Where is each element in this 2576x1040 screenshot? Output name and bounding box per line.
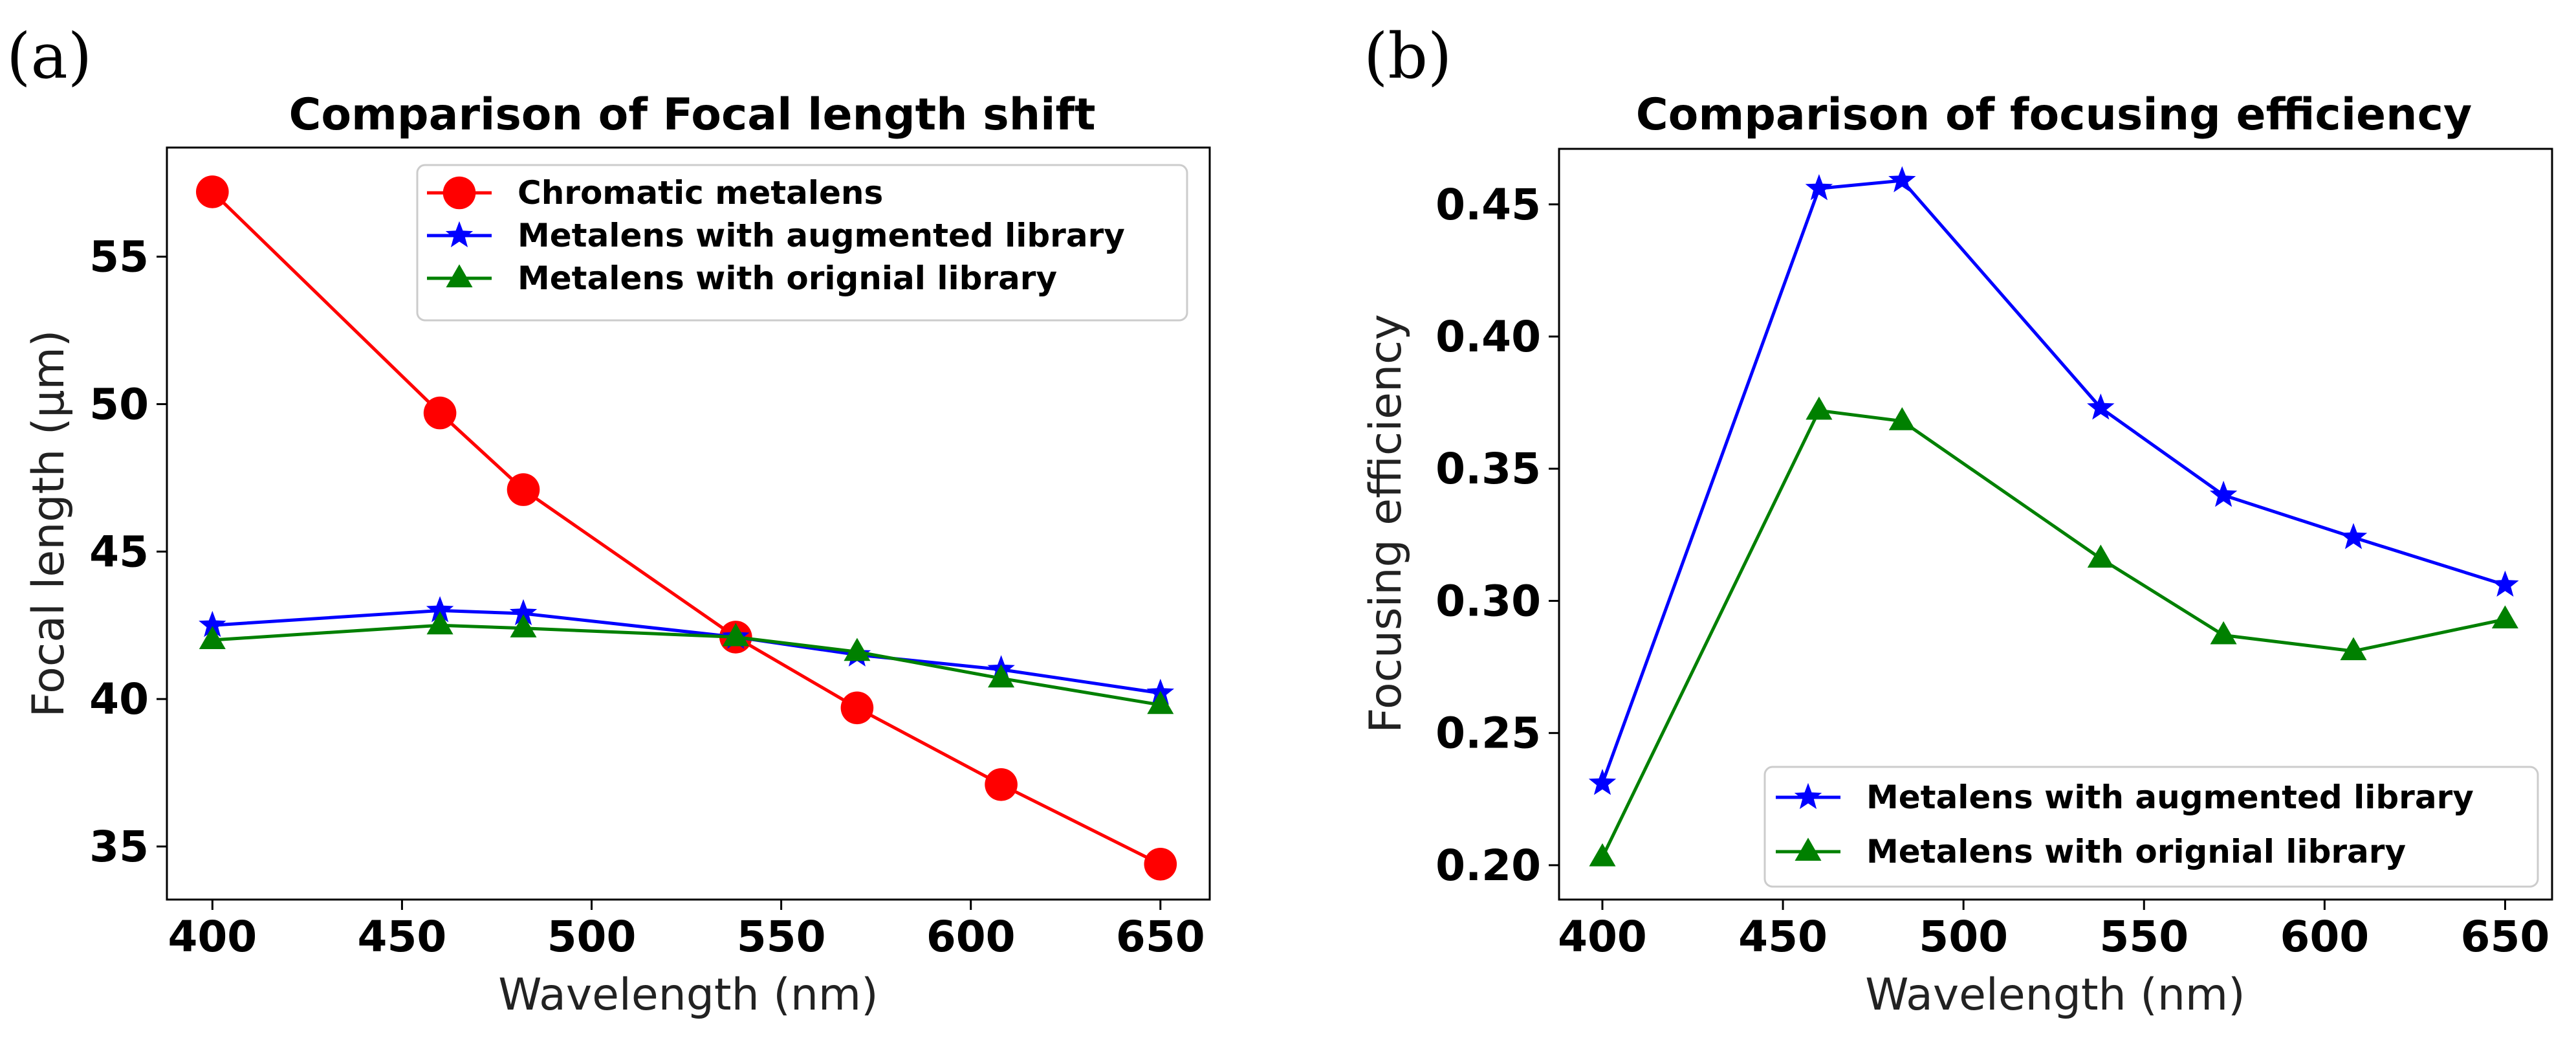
chart-a-xtick-label: 650 — [1116, 912, 1205, 962]
chart-b-ytick-label: 0.25 — [1435, 709, 1541, 758]
chart-b-point-metalens-with-orignial-library — [1806, 396, 1833, 420]
chart-a-point-metalens-with-orignial-library — [426, 611, 453, 635]
chart-b-series — [1588, 166, 2519, 867]
chart-a-title: Comparison of Focal length shift — [289, 89, 1095, 140]
chart-b-point-metalens-with-orignial-library — [2087, 544, 2114, 568]
panel-label-a: (a) — [6, 20, 92, 93]
chart-b-ylabel: Focusing efficiency — [1360, 314, 1412, 733]
chart-a-legend-marker-chromatic-metalens — [442, 176, 476, 210]
chart-a-point-metalens-with-orignial-library — [1147, 691, 1174, 714]
chart-a-ytick-label: 35 — [89, 822, 149, 872]
chart-b-legend-box — [1763, 766, 2539, 888]
chart-b-title: Comparison of focusing efficiency — [1636, 89, 2472, 140]
chart-a-legend-marker-metalens-with-orignial-library — [446, 264, 473, 288]
chart-b-focusing-efficiency: (b) Comparison of focusing efficiency 40… — [1360, 20, 2553, 1021]
chart-b-point-metalens-with-augmented-library — [1805, 174, 1833, 201]
chart-a-xtick-label: 400 — [168, 912, 257, 962]
chart-b-point-metalens-with-augmented-library — [1888, 166, 1916, 193]
chart-b-legend-label-metalens-with-orignial-library: Metalens with orignial library — [1866, 833, 2406, 870]
chart-b-legend-label-metalens-with-augmented-library: Metalens with augmented library — [1866, 779, 2474, 816]
chart-a-point-metalens-with-augmented-library — [426, 596, 454, 623]
chart-a-point-metalens-with-orignial-library — [199, 626, 226, 650]
chart-b-xtick-label: 550 — [2099, 912, 2189, 962]
chart-a-point-metalens-with-augmented-library — [509, 599, 538, 626]
chart-a-point-chromatic-metalens — [840, 691, 874, 725]
chart-a-legend-marker-metalens-with-augmented-library — [445, 221, 474, 248]
chart-a-point-chromatic-metalens — [507, 473, 540, 506]
chart-a-point-chromatic-metalens — [423, 396, 457, 430]
chart-a-focal-length: (a) Comparison of Focal length shift 400… — [6, 20, 1211, 1021]
chart-a-point-chromatic-metalens — [196, 175, 229, 208]
chart-a-point-chromatic-metalens — [985, 768, 1018, 801]
chart-a-series — [196, 175, 1177, 881]
chart-b-point-metalens-with-orignial-library — [2210, 621, 2237, 645]
chart-a-xtick-label: 550 — [737, 912, 826, 962]
chart-a-xtick-label: 500 — [547, 912, 637, 962]
panel-label-b: (b) — [1364, 20, 1452, 93]
chart-b-series-metalens-with-orignial-library — [1589, 396, 2518, 867]
chart-a-legend-box — [416, 164, 1188, 322]
chart-a-point-metalens-with-augmented-library — [199, 610, 226, 637]
chart-a-legend-label-chromatic-metalens: Chromatic metalens — [518, 174, 883, 212]
chart-a-point-metalens-with-orignial-library — [510, 614, 537, 637]
chart-b-ytick-label: 0.30 — [1435, 576, 1541, 626]
chart-b-point-metalens-with-augmented-library — [2087, 393, 2115, 420]
chart-b-xtick-label: 500 — [1919, 912, 2008, 962]
chart-b-ytick-label: 0.40 — [1435, 312, 1541, 362]
chart-b-legend: Metalens with augmented library Metalens … — [1763, 766, 2539, 888]
chart-a-ytick-label: 50 — [89, 379, 149, 429]
chart-a-point-metalens-with-orignial-library — [844, 637, 871, 661]
chart-a-legend-label-metalens-with-orignial-library: Metalens with orignial library — [518, 260, 1057, 297]
chart-b-point-metalens-with-augmented-library — [2209, 480, 2238, 507]
chart-a-ylabel: Focal length (μm) — [23, 330, 74, 718]
chart-a-xtick-label: 450 — [358, 912, 447, 962]
chart-b-ticks: 400 450 500 550 600 650 0.20 0.25 0.30 0.35 0.40 0.… — [1435, 180, 2549, 962]
chart-a-legend: Chromatic metalens Metalens with augmente… — [416, 164, 1188, 322]
chart-a-ytick-label: 45 — [89, 527, 149, 577]
chart-b-xtick-label: 600 — [2280, 912, 2369, 962]
chart-a-legend-label-metalens-with-augmented-library: Metalens with augmented library — [518, 217, 1125, 254]
chart-b-point-metalens-with-orignial-library — [1888, 407, 1916, 430]
chart-b-xtick-label: 650 — [2461, 912, 2550, 962]
chart-a-ticks: 400 450 500 550 600 650 35 40 45 50 55 — [89, 232, 1205, 962]
chart-a-series-metalens-with-augmented-library — [199, 596, 1174, 705]
chart-a-plot-frame — [166, 146, 1211, 901]
chart-b-xlabel: Wavelength (nm) — [1865, 969, 2245, 1021]
chart-a-point-metalens-with-orignial-library — [722, 623, 749, 647]
chart-a-ytick-label: 55 — [89, 232, 149, 282]
chart-b-point-metalens-with-augmented-library — [1588, 769, 1617, 795]
chart-a-xlabel: Wavelength (nm) — [498, 969, 878, 1021]
chart-b-line-metalens-with-augmented-library — [1600, 179, 2506, 784]
chart-b-legend-marker-metalens-with-augmented-library — [1794, 782, 1822, 810]
chart-b-ytick-label: 0.45 — [1435, 180, 1541, 230]
chart-a-line-metalens-with-orignial-library — [212, 623, 1161, 707]
chart-a-point-chromatic-metalens — [1144, 848, 1177, 881]
chart-b-xtick-label: 400 — [1558, 912, 1647, 962]
chart-b-ytick-label: 0.35 — [1435, 444, 1541, 494]
chart-a-ytick-label: 40 — [89, 674, 149, 724]
chart-b-point-metalens-with-orignial-library — [1589, 843, 1616, 867]
chart-b-xtick-label: 450 — [1738, 912, 1828, 962]
chart-b-point-metalens-with-augmented-library — [2339, 523, 2368, 549]
chart-a-point-metalens-with-orignial-library — [988, 664, 1015, 688]
chart-b-point-metalens-with-orignial-library — [2340, 637, 2367, 661]
chart-b-legend-marker-metalens-with-orignial-library — [1795, 837, 1822, 861]
chart-b-plot-frame — [1558, 148, 2553, 901]
chart-a-xtick-label: 600 — [926, 912, 1016, 962]
chart-a-series-metalens-with-orignial-library — [199, 611, 1174, 714]
chart-b-ytick-label: 0.20 — [1435, 841, 1541, 891]
chart-b-point-metalens-with-augmented-library — [2491, 570, 2519, 597]
chart-b-point-metalens-with-orignial-library — [2491, 605, 2518, 629]
chart-b-series-metalens-with-augmented-library — [1588, 166, 2519, 795]
